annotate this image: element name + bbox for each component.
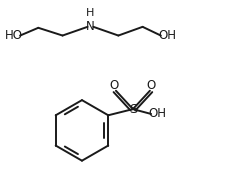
Text: OH: OH xyxy=(148,107,166,121)
Text: HO: HO xyxy=(5,29,23,42)
Text: N: N xyxy=(86,20,95,33)
Text: S: S xyxy=(129,103,137,116)
Text: O: O xyxy=(109,79,119,92)
Text: H: H xyxy=(86,8,95,18)
Text: OH: OH xyxy=(158,29,176,42)
Text: O: O xyxy=(146,79,156,92)
